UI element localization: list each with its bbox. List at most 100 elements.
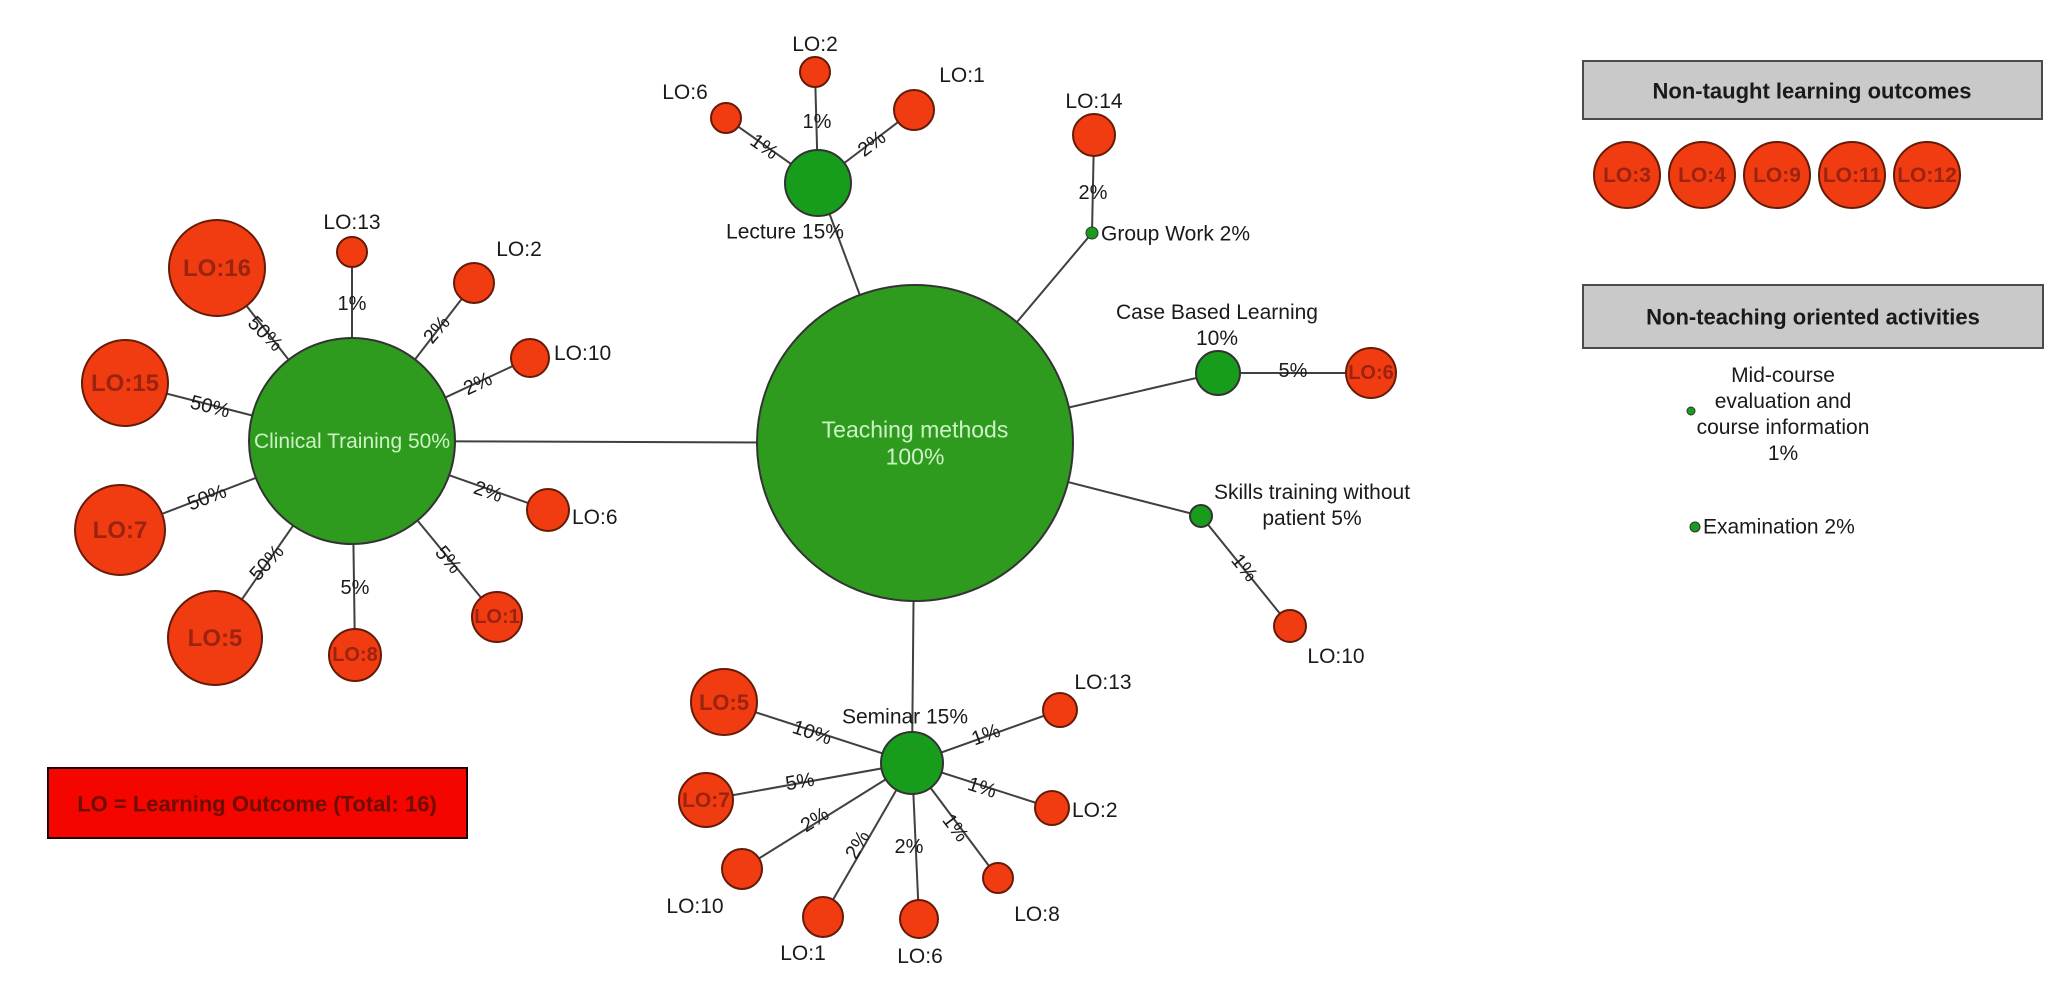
edge-label-seminar-sem-lo8: 1% bbox=[938, 810, 973, 846]
examination-label: Examination 2% bbox=[1703, 516, 1855, 539]
node-cli-lo8 bbox=[328, 628, 382, 682]
edge-seminar-sem-lo7 bbox=[705, 762, 913, 801]
node-label-sem-lo1: LO:1 bbox=[780, 942, 826, 965]
node-label-cli-lo7: LO:7 bbox=[93, 517, 148, 544]
lo-legend-box-title: LO = Learning Outcome (Total: 16) bbox=[77, 792, 437, 817]
node-label-lec-lo6: LO:6 bbox=[662, 81, 708, 104]
seminar-label: Seminar 15% bbox=[842, 706, 968, 729]
case-based-label: Case Based Learning 10% bbox=[1116, 301, 1318, 350]
node-label-pan-lo11: LO:11 bbox=[1823, 164, 1882, 187]
edge-seminar-sem-lo10 bbox=[741, 762, 913, 870]
node-lecture bbox=[784, 149, 852, 217]
node-label-teaching: Teaching methods 100% bbox=[822, 417, 1009, 470]
node-cli-lo2 bbox=[453, 262, 495, 304]
node-sem-lo2 bbox=[1034, 790, 1070, 826]
edge-label-clinical-cli-lo7: 50% bbox=[184, 480, 229, 515]
mid-course-label: Mid-course evaluation and course informati… bbox=[1697, 364, 1870, 465]
node-pan-lo9 bbox=[1743, 141, 1811, 209]
node-label-cli-lo5: LO:5 bbox=[188, 625, 243, 652]
node-cli-lo13 bbox=[336, 236, 368, 268]
edge-label-groupwork-grp-lo14: 2% bbox=[1079, 182, 1108, 204]
node-label-sem-lo6: LO:6 bbox=[897, 945, 943, 968]
node-label-cli-lo13: LO:13 bbox=[323, 211, 380, 234]
group-work-label: Group Work 2% bbox=[1101, 223, 1250, 246]
node-label-cli-lo2: LO:2 bbox=[496, 238, 542, 261]
node-dot-midcourse bbox=[1686, 406, 1696, 416]
edge-label-lecture-lec-lo2: 1% bbox=[803, 111, 832, 133]
node-label-cli-lo6: LO:6 bbox=[572, 506, 618, 529]
edge-label-seminar-sem-lo1: 2% bbox=[841, 827, 875, 863]
node-label-ski-lo10: LO:10 bbox=[1307, 645, 1364, 668]
node-skills bbox=[1189, 504, 1213, 528]
node-label-cli-lo1: LO:1 bbox=[474, 606, 520, 628]
node-sem-lo8 bbox=[982, 862, 1014, 894]
node-label-cli-lo16: LO:16 bbox=[183, 255, 251, 282]
node-seminar bbox=[880, 731, 944, 795]
node-label-pan-lo9: LO:9 bbox=[1753, 164, 1801, 187]
node-sem-lo6 bbox=[899, 899, 939, 939]
node-label-grp-lo14: LO:14 bbox=[1065, 90, 1123, 113]
edge-label-seminar-sem-lo5: 10% bbox=[790, 716, 835, 749]
node-label-sem-lo8: LO:8 bbox=[1014, 903, 1060, 926]
node-label-sem-lo5: LO:5 bbox=[699, 690, 749, 715]
edge-label-clinical-cli-lo5: 50% bbox=[245, 541, 288, 586]
node-label-sem-lo7: LO:7 bbox=[682, 789, 730, 812]
node-ski-lo10 bbox=[1273, 609, 1307, 643]
edge-label-clinical-cli-lo2: 2% bbox=[419, 312, 455, 348]
node-label-sem-lo10: LO:10 bbox=[666, 895, 723, 918]
lecture-label: Lecture 15% bbox=[726, 221, 844, 244]
node-casebased bbox=[1195, 350, 1241, 396]
node-sem-lo13 bbox=[1042, 692, 1078, 728]
node-label-sem-lo13: LO:13 bbox=[1074, 671, 1131, 694]
node-label-cli-lo8: LO:8 bbox=[332, 644, 378, 666]
node-cas-lo6 bbox=[1345, 347, 1397, 399]
edge-label-clinical-cli-lo15: 50% bbox=[188, 391, 232, 422]
node-lec-lo2 bbox=[799, 56, 831, 88]
edge-label-clinical-cli-lo8: 5% bbox=[341, 577, 370, 599]
node-label-pan-lo4: LO:4 bbox=[1678, 164, 1726, 187]
node-pan-lo4 bbox=[1668, 141, 1736, 209]
edge-label-seminar-sem-lo7: 5% bbox=[784, 769, 817, 796]
non-teaching-header-title: Non-teaching oriented activities bbox=[1646, 305, 1980, 330]
node-label-lec-lo2: LO:2 bbox=[792, 33, 838, 56]
node-dot-exam bbox=[1689, 521, 1701, 533]
node-cli-lo7 bbox=[74, 484, 166, 576]
edge-label-clinical-cli-lo6: 2% bbox=[471, 477, 506, 507]
node-groupwork bbox=[1085, 226, 1099, 240]
node-cli-lo5 bbox=[167, 590, 263, 686]
node-pan-lo3 bbox=[1593, 141, 1661, 209]
node-sem-lo10 bbox=[721, 848, 763, 890]
node-cli-lo6 bbox=[526, 488, 570, 532]
node-label-pan-lo12: LO:12 bbox=[1897, 164, 1957, 187]
node-cli-lo10 bbox=[510, 338, 550, 378]
node-cli-lo1 bbox=[471, 591, 523, 643]
node-sem-lo5 bbox=[690, 668, 758, 736]
node-label-cli-lo10: LO:10 bbox=[554, 342, 611, 365]
node-sem-lo7 bbox=[678, 772, 734, 828]
edge-label-seminar-sem-lo2: 1% bbox=[965, 773, 999, 803]
node-pan-lo12 bbox=[1893, 141, 1961, 209]
node-sem-lo1 bbox=[802, 896, 844, 938]
node-clinical bbox=[248, 337, 456, 545]
lo-legend-box bbox=[47, 767, 468, 839]
node-cli-lo16 bbox=[168, 219, 266, 317]
edge-label-casebased-cas-lo6: 5% bbox=[1279, 360, 1308, 382]
node-label-cas-lo6: LO:6 bbox=[1348, 362, 1394, 384]
node-pan-lo11 bbox=[1818, 141, 1886, 209]
non-taught-header bbox=[1582, 60, 2043, 120]
skills-training-label: Skills training without patient 5% bbox=[1214, 481, 1410, 530]
node-teaching bbox=[756, 284, 1074, 602]
node-label-lec-lo1: LO:1 bbox=[939, 64, 985, 87]
node-label-pan-lo3: LO:3 bbox=[1603, 164, 1651, 187]
non-taught-header-title: Non-taught learning outcomes bbox=[1653, 79, 1972, 104]
edge-label-clinical-cli-lo10: 2% bbox=[460, 368, 496, 400]
non-teaching-header bbox=[1582, 284, 2044, 349]
node-label-cli-lo15: LO:15 bbox=[91, 370, 159, 397]
node-label-sem-lo2: LO:2 bbox=[1072, 799, 1118, 822]
edge-skills-ski-lo10 bbox=[1200, 515, 1291, 627]
edge-label-seminar-sem-lo6: 2% bbox=[895, 836, 924, 858]
node-cli-lo15 bbox=[81, 339, 169, 427]
node-lec-lo1 bbox=[893, 89, 935, 131]
